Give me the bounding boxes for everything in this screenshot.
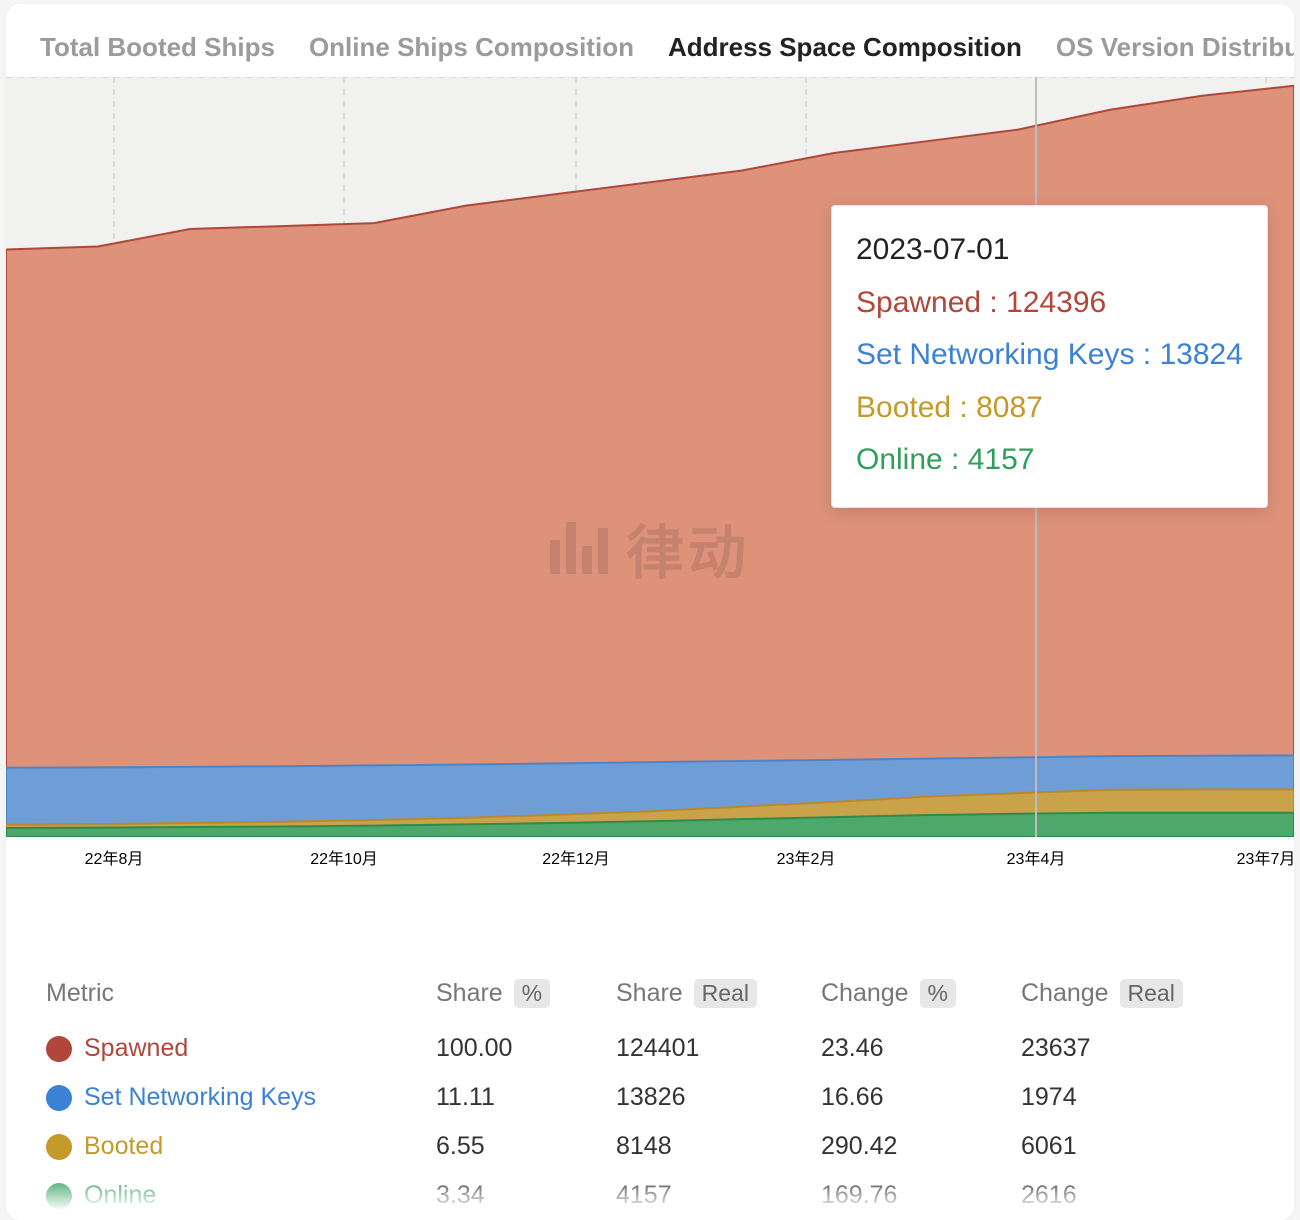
tooltip-row: Booted : 8087: [856, 382, 1243, 435]
change-real: 1974: [1021, 1083, 1191, 1112]
metric-name: Spawned: [84, 1034, 188, 1063]
change-real: 23637: [1021, 1034, 1191, 1063]
area-chart[interactable]: 律动 2023-07-01 Spawned : 124396Set Networ…: [6, 77, 1294, 837]
change-real: 6061: [1021, 1132, 1191, 1161]
share-pct: 100.00: [436, 1034, 616, 1063]
table-row: Online 3.34 4157 169.76 2616: [46, 1171, 1260, 1220]
metric-name: Booted: [84, 1132, 163, 1161]
share-pct: 11.11: [436, 1083, 616, 1112]
tooltip-date: 2023-07-01: [856, 224, 1243, 277]
metric-name: Online: [84, 1181, 156, 1210]
col-change-pct: Change %: [821, 979, 1021, 1008]
change-pct: 290.42: [821, 1132, 1021, 1161]
share-real: 8148: [616, 1132, 821, 1161]
series-color-dot: [46, 1036, 72, 1062]
tab-total-booted-ships[interactable]: Total Booted Ships: [40, 32, 275, 63]
table-row: Set Networking Keys 11.11 13826 16.66 19…: [46, 1073, 1260, 1122]
share-real: 124401: [616, 1034, 821, 1063]
col-change-real: Change Real: [1021, 979, 1191, 1008]
tab-online-ships-composition[interactable]: Online Ships Composition: [309, 32, 634, 63]
change-real: 2616: [1021, 1181, 1191, 1210]
x-tick: 23年4月: [1007, 845, 1066, 869]
table-header-row: Metric Share % Share Real Change % Chang…: [46, 961, 1260, 1024]
dashboard-card: Total Booted Ships Online Ships Composit…: [6, 4, 1294, 1220]
metric-cell[interactable]: Online: [46, 1181, 436, 1210]
tooltip-row: Online : 4157: [856, 434, 1243, 487]
metric-cell[interactable]: Spawned: [46, 1034, 436, 1063]
table-row: Spawned 100.00 124401 23.46 23637: [46, 1024, 1260, 1073]
series-color-dot: [46, 1085, 72, 1111]
metric-name: Set Networking Keys: [84, 1083, 316, 1112]
tab-address-space-composition[interactable]: Address Space Composition: [668, 32, 1022, 63]
tab-os-version-distribution[interactable]: OS Version Distribution: [1056, 32, 1294, 63]
share-real: 4157: [616, 1181, 821, 1210]
series-color-dot: [46, 1134, 72, 1160]
share-pct: 3.34: [436, 1181, 616, 1210]
col-share-pct: Share %: [436, 979, 616, 1008]
series-color-dot: [46, 1183, 72, 1209]
tab-bar: Total Booted Ships Online Ships Composit…: [6, 4, 1294, 77]
metric-cell[interactable]: Set Networking Keys: [46, 1083, 436, 1112]
x-tick: 22年8月: [85, 845, 144, 869]
share-pct: 6.55: [436, 1132, 616, 1161]
change-pct: 16.66: [821, 1083, 1021, 1112]
x-tick: 22年10月: [310, 845, 378, 869]
x-tick: 23年7月: [1237, 845, 1294, 869]
x-tick: 22年12月: [542, 845, 610, 869]
x-tick: 23年2月: [777, 845, 836, 869]
change-pct: 23.46: [821, 1034, 1021, 1063]
col-share-real: Share Real: [616, 979, 821, 1008]
metric-cell[interactable]: Booted: [46, 1132, 436, 1161]
metrics-table: Metric Share % Share Real Change % Chang…: [6, 961, 1294, 1220]
table-row: Booted 6.55 8148 290.42 6061: [46, 1122, 1260, 1171]
share-real: 13826: [616, 1083, 821, 1112]
change-pct: 169.76: [821, 1181, 1021, 1210]
tooltip-row: Set Networking Keys : 13824: [856, 329, 1243, 382]
tooltip-row: Spawned : 124396: [856, 277, 1243, 330]
col-metric: Metric: [46, 979, 436, 1008]
x-axis: 22年8月 22年10月 22年12月 23年2月 23年4月 23年7月: [6, 837, 1294, 893]
chart-tooltip: 2023-07-01 Spawned : 124396Set Networkin…: [831, 205, 1268, 508]
